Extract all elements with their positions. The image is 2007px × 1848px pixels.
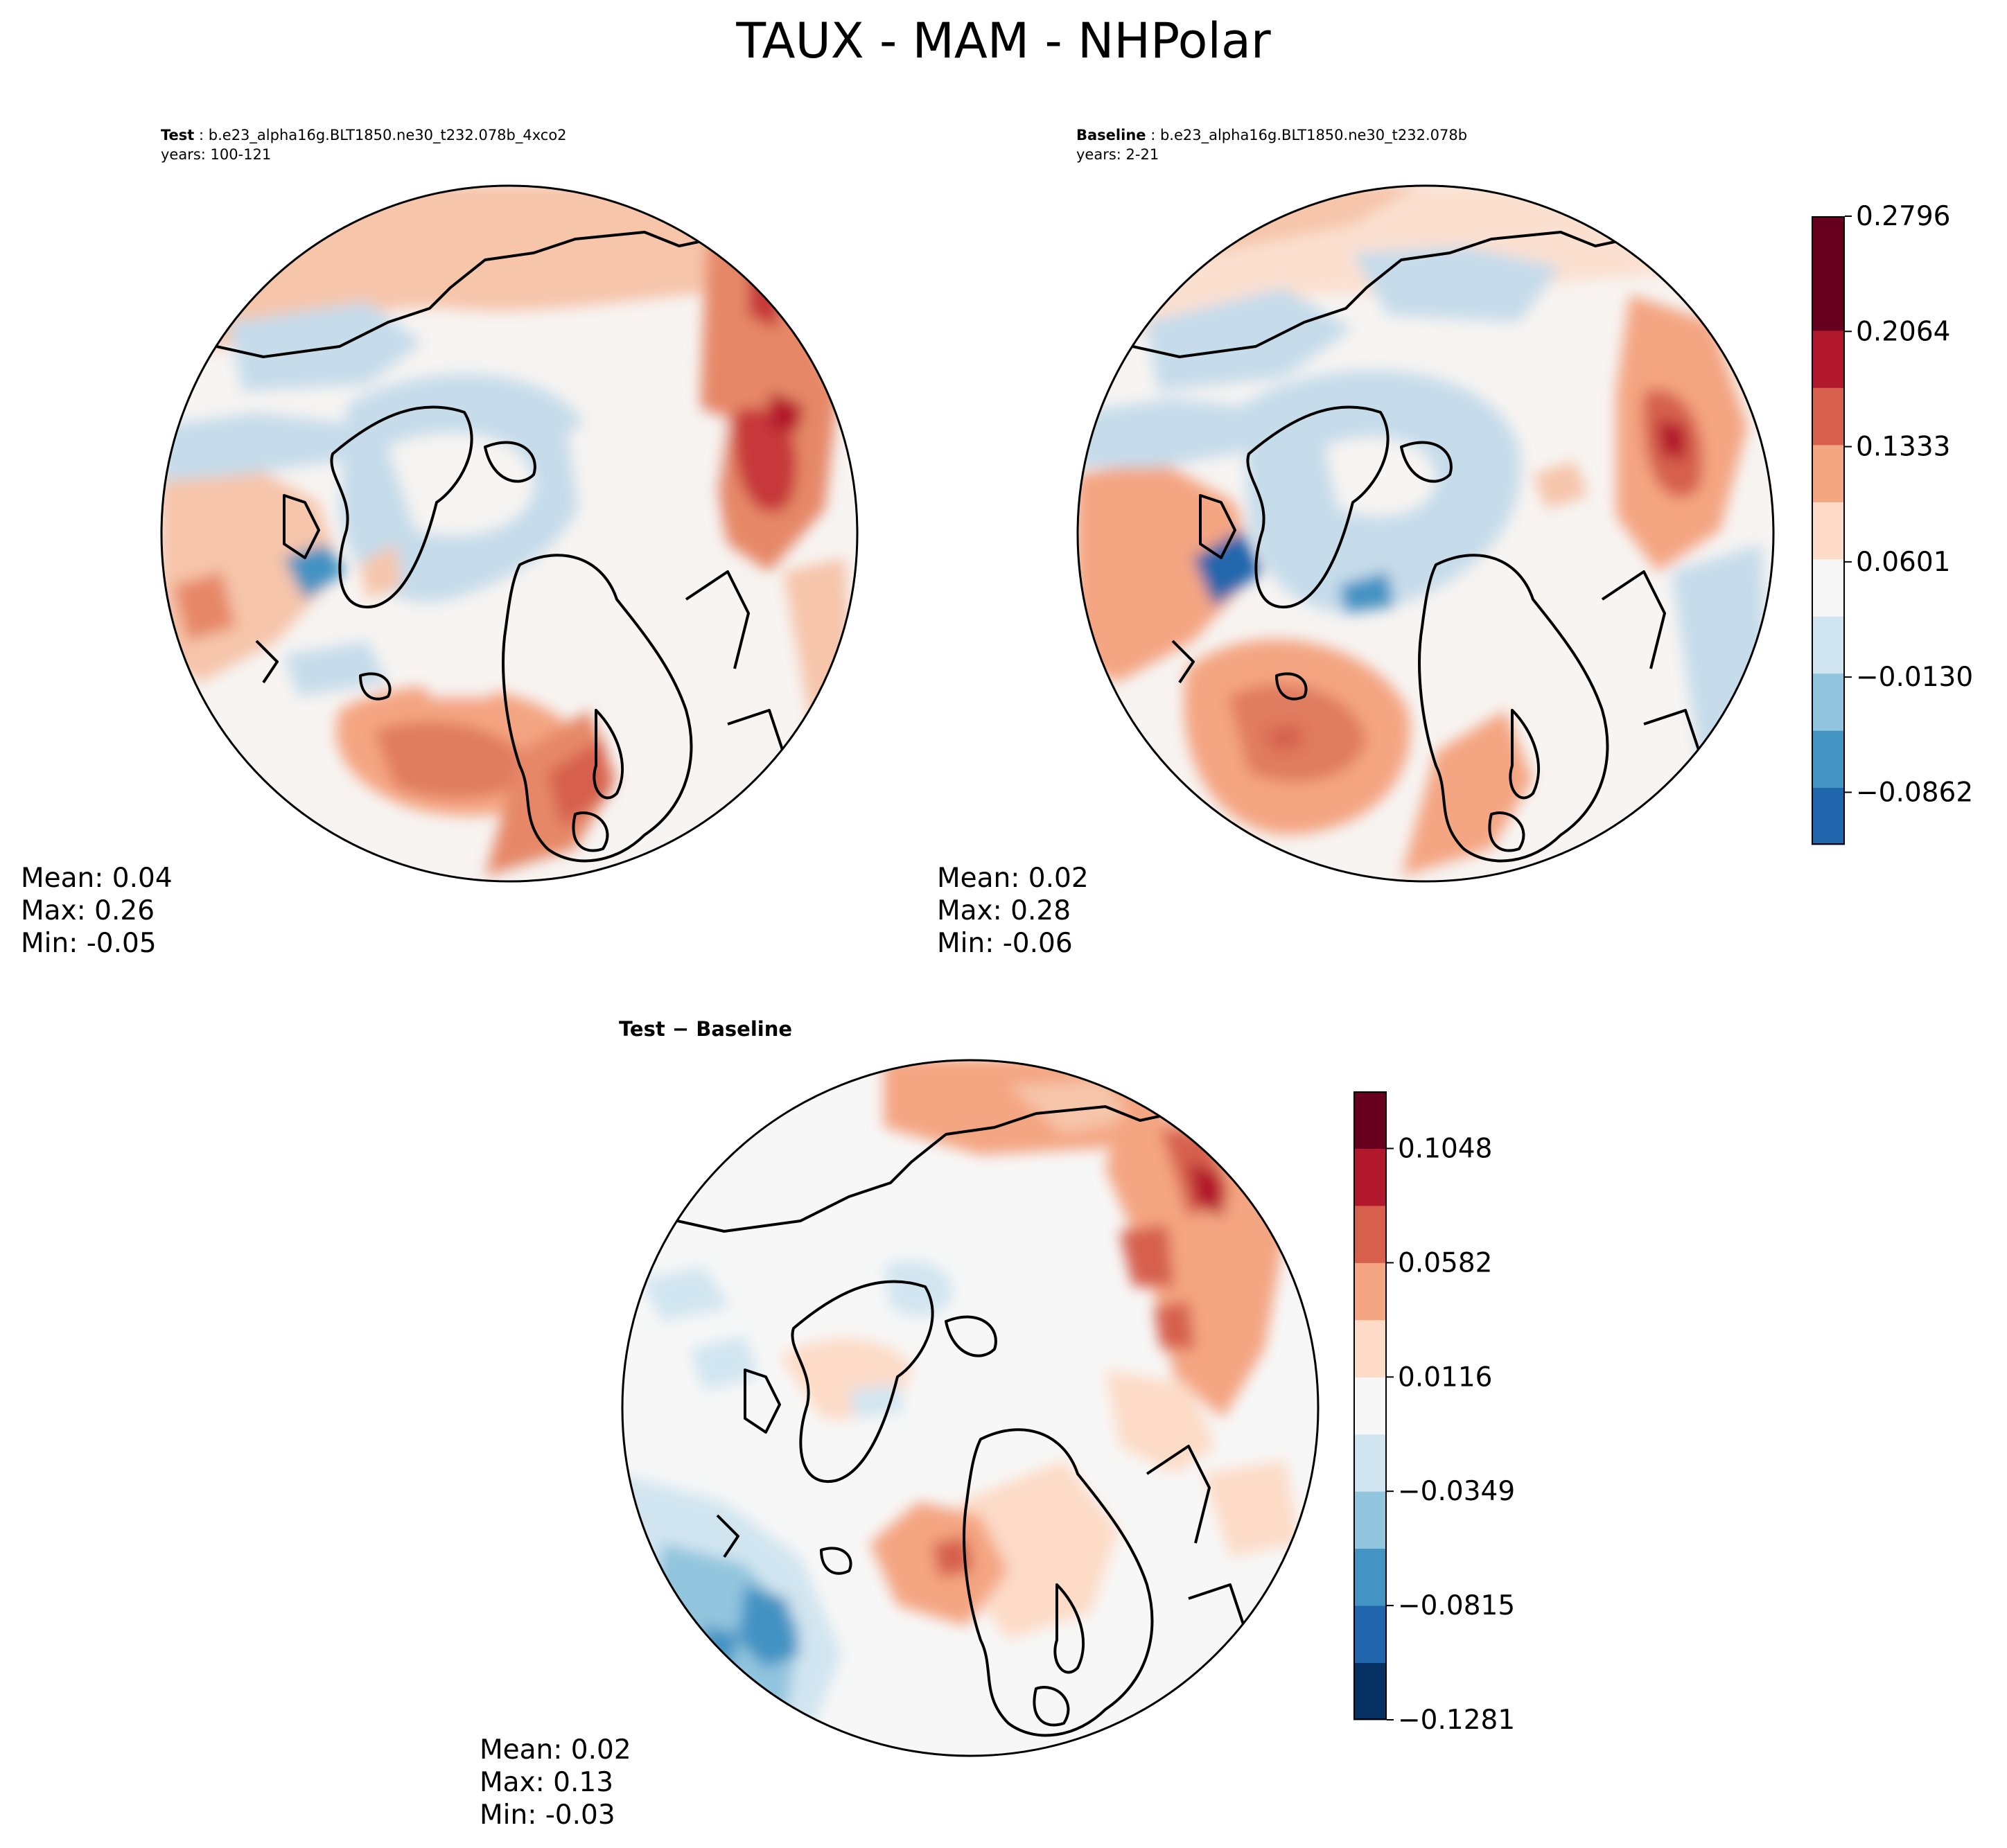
test-label: Test <box>161 127 195 143</box>
diff-min: Min: -0.03 <box>480 1799 615 1831</box>
colorbar-top-segment <box>1812 502 1845 560</box>
baseline-map-border <box>1076 184 1775 883</box>
diff-stats: Mean: 0.02 Max: 0.13 Min: -0.03 <box>480 1734 631 1831</box>
test-mean: Mean: 0.04 <box>21 863 173 894</box>
colorbar-top-tick-label: −0.0862 <box>1856 777 1973 808</box>
colorbar-bottom-segment <box>1353 1377 1387 1435</box>
diff-map <box>621 1059 1320 1757</box>
baseline-max: Max: 0.28 <box>937 895 1071 926</box>
colorbar-top-segment <box>1812 273 1845 331</box>
diff-map-border <box>621 1059 1320 1757</box>
colorbar-bottom-border <box>1353 1091 1387 1720</box>
test-map <box>160 184 859 883</box>
diff-max: Max: 0.13 <box>480 1767 614 1798</box>
test-map-border <box>160 184 859 883</box>
baseline-min: Min: -0.06 <box>937 928 1073 959</box>
colorbar-bottom-tick-label: 0.0116 <box>1398 1362 1492 1393</box>
colorbar-top-tick-label: 0.1333 <box>1856 432 1950 463</box>
colorbar-bottom-tick-label: 0.1048 <box>1398 1133 1492 1164</box>
colorbar-top-tick-label: 0.0601 <box>1856 547 1950 578</box>
colorbar-top-border <box>1812 216 1845 845</box>
baseline-case: b.e23_alpha16g.BLT1850.ne30_t232.078b <box>1159 127 1468 143</box>
test-coastlines <box>200 224 785 863</box>
colorbar-bottom-segment <box>1353 1319 1387 1378</box>
test-max: Max: 0.26 <box>21 895 155 926</box>
colorbar-top-tick-label: −0.0130 <box>1856 662 1973 693</box>
diff-mean: Mean: 0.02 <box>480 1734 631 1766</box>
colorbar-top-segment <box>1812 330 1845 388</box>
baseline-map <box>1076 184 1775 883</box>
test-min: Min: -0.05 <box>21 928 157 959</box>
test-case: b.e23_alpha16g.BLT1850.ne30_t232.078b_4x… <box>208 127 567 143</box>
baseline-field <box>1078 186 1773 877</box>
colorbar-top-segment <box>1812 673 1845 731</box>
colorbar-bottom-tick-label: −0.0815 <box>1398 1590 1515 1621</box>
baseline-mean: Mean: 0.02 <box>937 863 1089 894</box>
colorbar-top-segment <box>1812 387 1845 446</box>
colorbar-top-tick-label: 0.2064 <box>1856 316 1950 347</box>
baseline-years: years: 2-21 <box>1076 146 1159 163</box>
colorbar-bottom-segment <box>1353 1662 1387 1721</box>
colorbar-bottom-tick-label: −0.1281 <box>1398 1705 1515 1734</box>
test-stats: Mean: 0.04 Max: 0.26 Min: -0.05 <box>21 862 173 960</box>
baseline-label: Baseline <box>1076 127 1146 143</box>
colorbar-top-segment <box>1812 444 1845 502</box>
colorbar-bottom-segment <box>1353 1548 1387 1606</box>
colorbar-top-segment <box>1812 787 1845 845</box>
colorbar-bottom: 0.1048 0.0582 0.0116 −0.0349 −0.0815 −0.1281 <box>1353 1091 1515 1734</box>
colorbar-bottom-segment <box>1353 1434 1387 1492</box>
colorbar-bottom-segment <box>1353 1091 1387 1149</box>
colorbar-top-segment <box>1812 730 1845 789</box>
colorbar-bottom-tick-label: −0.0349 <box>1398 1476 1515 1507</box>
diff-coastlines <box>661 1098 1245 1737</box>
colorbar-bottom-segment <box>1353 1491 1387 1549</box>
baseline-subtitle: Baseline : b.e23_alpha16g.BLT1850.ne30_t… <box>1076 127 1468 163</box>
diff-title: Test − Baseline <box>619 1017 793 1041</box>
baseline-coastlines <box>1116 224 1701 863</box>
figure-title: TAUX - MAM - NHPolar <box>736 12 1271 69</box>
colorbar-top-svg: 0.2796 0.2064 0.1333 0.0601 −0.0130 −0.0862 <box>1812 202 1973 845</box>
colorbar-bottom-segment <box>1353 1262 1387 1321</box>
colorbar-bottom-segment <box>1353 1205 1387 1263</box>
colorbar-top-segment <box>1812 616 1845 674</box>
colorbar-bottom-segment <box>1353 1148 1387 1206</box>
test-years: years: 100-121 <box>161 146 272 163</box>
colorbar-top-segment <box>1812 558 1845 617</box>
colorbar-top-tick-label: 0.2796 <box>1856 202 1950 232</box>
colorbar-bottom-svg: 0.1048 0.0582 0.0116 −0.0349 −0.0815 −0.1281 <box>1353 1091 1515 1734</box>
colorbar-bottom-tick-label: 0.0582 <box>1398 1247 1492 1278</box>
colorbar-top-segment <box>1812 216 1845 274</box>
colorbar-top: 0.2796 0.2064 0.1333 0.0601 −0.0130 −0.0862 <box>1812 202 1973 845</box>
test-subtitle: Test : b.e23_alpha16g.BLT1850.ne30_t232.… <box>161 127 567 163</box>
baseline-stats: Mean: 0.02 Max: 0.28 Min: -0.06 <box>937 862 1089 960</box>
colorbar-bottom-segment <box>1353 1605 1387 1664</box>
